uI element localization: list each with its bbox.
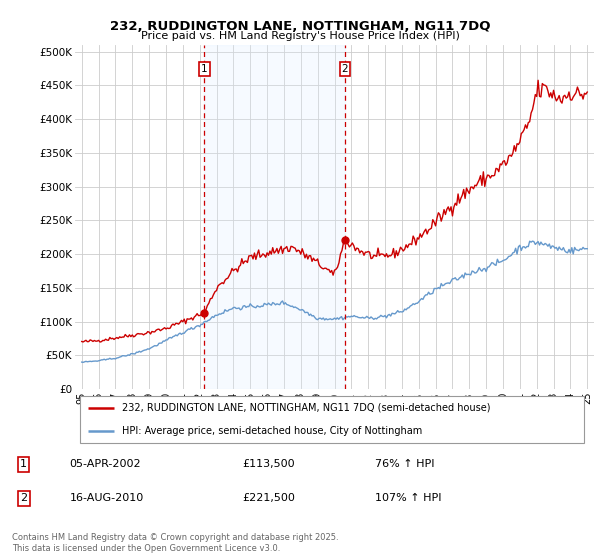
Text: 1: 1 (20, 459, 27, 469)
Text: 1: 1 (201, 64, 208, 74)
Text: Price paid vs. HM Land Registry's House Price Index (HPI): Price paid vs. HM Land Registry's House … (140, 31, 460, 41)
FancyBboxPatch shape (80, 396, 584, 443)
Text: 05-APR-2002: 05-APR-2002 (70, 459, 141, 469)
Text: HPI: Average price, semi-detached house, City of Nottingham: HPI: Average price, semi-detached house,… (122, 426, 422, 436)
Text: 232, RUDDINGTON LANE, NOTTINGHAM, NG11 7DQ (semi-detached house): 232, RUDDINGTON LANE, NOTTINGHAM, NG11 7… (122, 403, 490, 413)
Text: 2: 2 (20, 493, 27, 503)
Text: 2: 2 (341, 64, 348, 74)
Text: 76% ↑ HPI: 76% ↑ HPI (375, 459, 434, 469)
Text: 16-AUG-2010: 16-AUG-2010 (70, 493, 144, 503)
Text: £113,500: £113,500 (242, 459, 295, 469)
Text: 107% ↑ HPI: 107% ↑ HPI (375, 493, 442, 503)
Text: 232, RUDDINGTON LANE, NOTTINGHAM, NG11 7DQ: 232, RUDDINGTON LANE, NOTTINGHAM, NG11 7… (110, 20, 490, 32)
Text: £221,500: £221,500 (242, 493, 295, 503)
Bar (204, 45, 345, 389)
Text: Contains HM Land Registry data © Crown copyright and database right 2025.
This d: Contains HM Land Registry data © Crown c… (12, 533, 338, 553)
